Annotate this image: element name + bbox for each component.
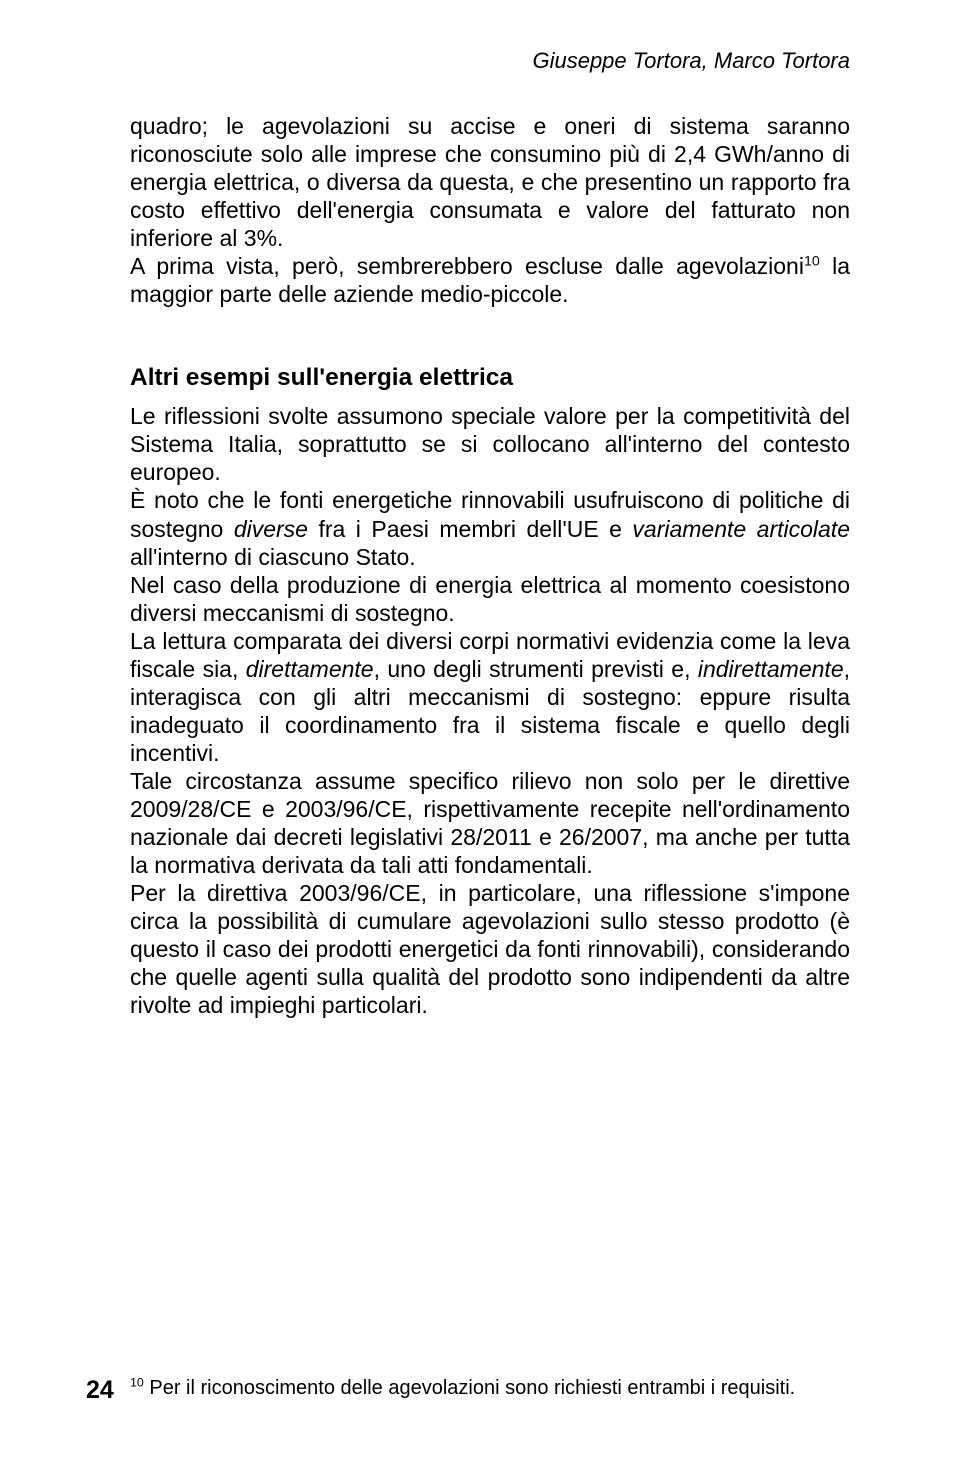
section-p2: È noto che le fonti energetiche rinnovab… [130,486,850,570]
header-authors: Giuseppe Tortora, Marco Tortora [130,48,850,74]
p2-b: fra i Paesi membri dell'UE e [308,516,632,542]
footnote-marker: 10 [130,1375,144,1389]
footnote-text: Per il riconoscimento delle agevolazioni… [144,1377,795,1399]
page-number: 24 [86,1376,114,1405]
footnote-ref-10: 10 [804,254,820,270]
section-p3: Nel caso della produzione di energia ele… [130,571,850,627]
intro-paragraph-1: quadro; le agevolazioni su accise e oner… [130,112,850,252]
section-p1: Le riflessioni svolte assumono speciale … [130,402,850,486]
p2-c: all'interno di ciascuno Stato. [130,544,416,570]
section-p6: Per la direttiva 2003/96/CE, in particol… [130,879,850,1019]
p4-b: , uno degli strumenti previsti e, [374,656,698,682]
page: Giuseppe Tortora, Marco Tortora quadro; … [0,0,960,1463]
p4-italic-1: direttamente [246,656,374,682]
section-p4: La lettura comparata dei diversi corpi n… [130,627,850,767]
intro-paragraph-2: A prima vista, però, sembrerebbero esclu… [130,252,850,308]
p2-italic-1: diverse [234,516,308,542]
p2-italic-2: variamente articolate [632,516,850,542]
p4-italic-2: indirettamente [698,656,844,682]
section-p5: Tale circostanza assume specifico riliev… [130,767,850,879]
section-heading: Altri esempi sull'energia elettrica [130,364,850,392]
intro2-pre: A prima vista, però, sembrerebbero esclu… [130,253,804,279]
footnote: 10 Per il riconoscimento delle agevolazi… [130,1376,850,1401]
